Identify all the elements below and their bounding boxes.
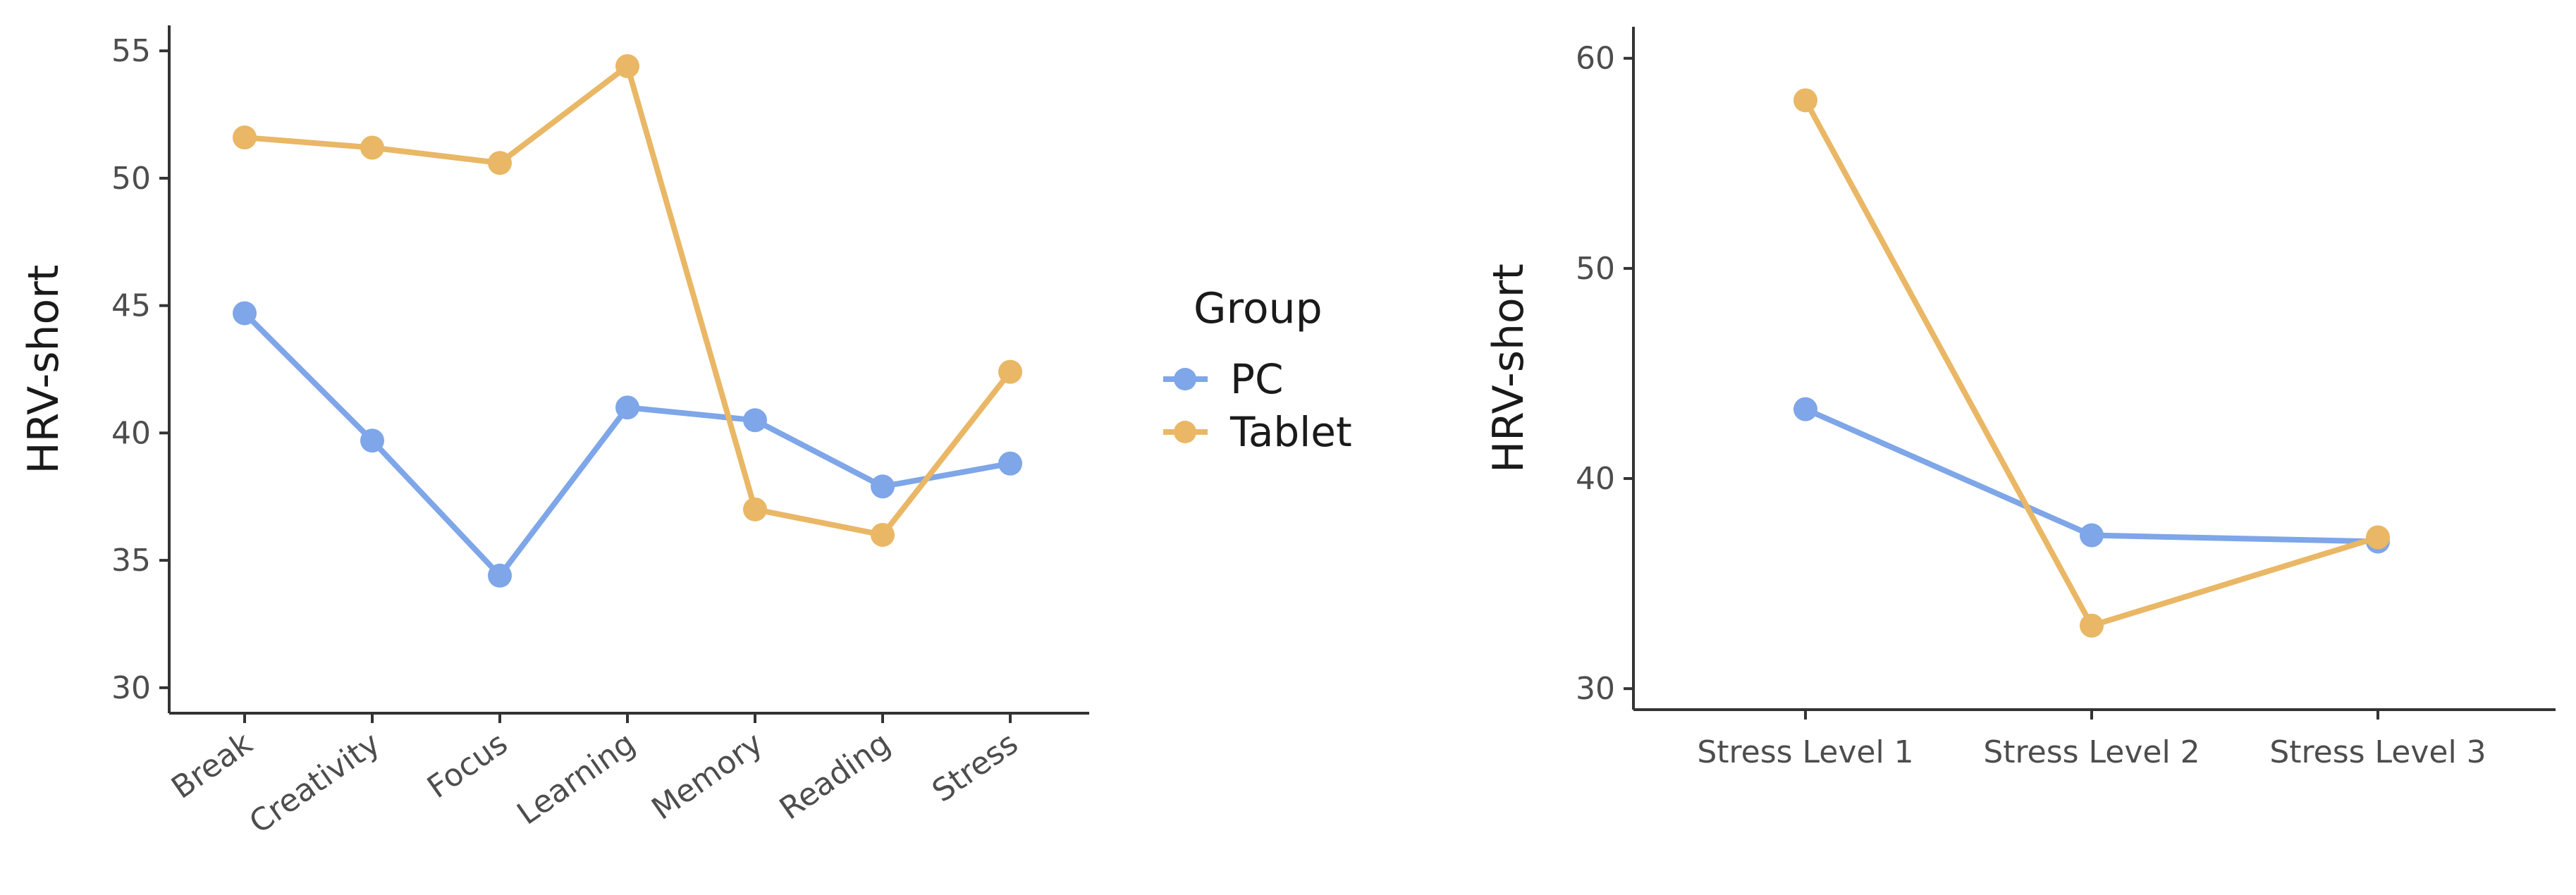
right-point-tablet [2366, 525, 2390, 550]
left-point-tablet [998, 359, 1022, 384]
left-x-tick-label: Focus [421, 725, 514, 806]
left-y-tick-label: 40 [111, 415, 151, 451]
left-point-tablet [615, 54, 639, 78]
left-point-tablet [743, 497, 767, 521]
left-point-pc [233, 301, 257, 326]
legend-marker-tablet [1174, 421, 1196, 443]
right-y-tick-label: 40 [1576, 461, 1615, 497]
legend-entry-tablet: Tablet [1163, 408, 1352, 456]
left-x-tick-label: Memory [645, 725, 769, 827]
legend-marker-pc [1174, 368, 1196, 390]
right-panel: 30 40 50 60 Stress Level 1 Stress Level 2 Stre… [1484, 27, 2556, 770]
left-y-tick-label: 35 [111, 543, 151, 579]
legend-label-pc: PC [1230, 355, 1283, 403]
legend-title: Group [1194, 284, 1323, 333]
left-y-tick-label: 45 [111, 288, 151, 324]
left-series-line-pc [242, 310, 1013, 579]
left-x-tick-label: Reading [773, 725, 897, 827]
left-y-tick-label: 30 [111, 670, 151, 706]
left-y-tick-label: 55 [111, 33, 151, 69]
left-y-tick-label: 50 [111, 161, 151, 197]
right-point-pc [2080, 523, 2104, 548]
left-series-line-tablet [242, 63, 1013, 538]
left-point-tablet [233, 125, 257, 150]
left-point-pc [871, 474, 895, 499]
left-point-tablet [488, 151, 512, 175]
right-x-tick-label: Stress Level 1 [1697, 734, 1913, 770]
left-point-pc [998, 451, 1022, 476]
left-y-axis-title: HRV-short [19, 265, 68, 474]
left-point-pc [743, 408, 767, 433]
right-series-line-pc [1803, 406, 2381, 545]
right-y-tick-label: 60 [1576, 41, 1615, 77]
right-point-pc [1793, 397, 1817, 421]
left-point-pc [360, 428, 384, 453]
left-x-tick-label: Learning [511, 725, 642, 832]
legend-label-tablet: Tablet [1229, 408, 1352, 456]
left-point-tablet [360, 135, 384, 160]
legend: Group PC Tablet [1163, 284, 1352, 456]
left-x-tick-label: Break [165, 725, 259, 806]
left-x-tick-label: Stress [926, 725, 1024, 809]
right-y-tick-label: 30 [1576, 671, 1615, 707]
left-point-pc [615, 395, 639, 420]
right-point-tablet [1793, 88, 1817, 113]
right-point-tablet [2080, 613, 2104, 638]
legend-entry-pc: PC [1163, 355, 1283, 403]
left-point-tablet [871, 522, 895, 547]
right-x-tick-label: Stress Level 2 [1983, 734, 2200, 770]
right-y-tick-label: 50 [1576, 251, 1615, 287]
right-y-axis-title: HRV-short [1484, 264, 1533, 473]
right-x-tick-label: Stress Level 3 [2269, 734, 2486, 770]
left-x-tick-label: Creativity [243, 725, 387, 841]
left-point-pc [488, 563, 512, 588]
